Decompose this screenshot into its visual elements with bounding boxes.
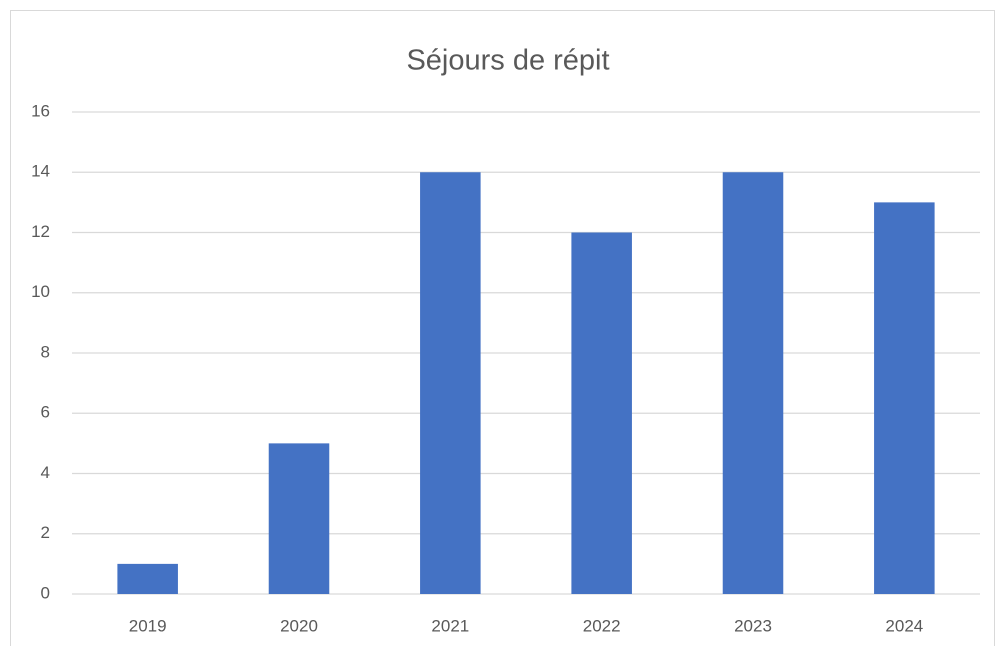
y-tick-label: 2 [41,523,50,542]
y-tick-label: 16 [31,101,50,120]
x-tick-label: 2020 [280,616,318,635]
y-tick-label: 8 [41,342,50,361]
y-tick-label: 0 [41,583,50,602]
bar [722,172,784,594]
bar [874,202,935,594]
y-tick-label: 6 [41,403,50,422]
y-tick-label: 4 [41,463,50,482]
x-tick-label: 2023 [734,616,772,635]
y-tick-label: 14 [31,162,50,181]
x-tick-label: 2021 [431,616,469,635]
chart-frame [10,10,995,646]
bar [571,232,632,594]
y-tick-label: 12 [31,222,50,241]
x-tick-label: 2024 [885,616,923,635]
chart-title: Séjours de répit [406,45,609,77]
x-tick-label: 2019 [129,616,167,635]
x-tick-label: 2022 [583,616,621,635]
bar [117,563,178,594]
y-tick-label: 10 [31,282,50,301]
bar [420,172,481,594]
bar [268,443,330,594]
